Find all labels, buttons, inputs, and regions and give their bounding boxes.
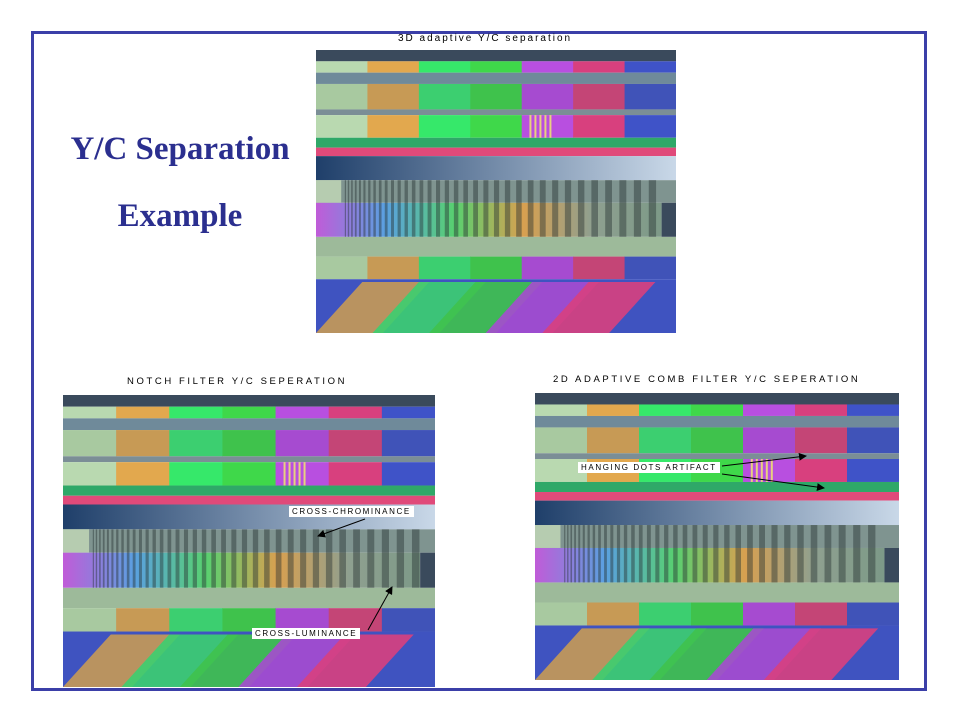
slide-subtitle: Example [117, 198, 243, 234]
comb-panel-caption: 2D ADAPTIVE COMB FILTER Y/C SEPERATION [553, 374, 861, 385]
top-panel-caption: 3D adaptive Y/C separation [398, 33, 573, 44]
cross-luminance-label: CROSS-LUMINANCE [252, 628, 361, 639]
slide-title: Y/C Separation [70, 131, 290, 167]
hanging-dots-label: HANGING DOTS ARTIFACT [578, 462, 720, 473]
notch-panel-caption: NOTCH FILTER Y/C SEPERATION [127, 376, 348, 387]
top-panel-image [316, 50, 676, 333]
notch-panel-image [63, 395, 435, 687]
slide-frame [31, 31, 927, 691]
comb-panel-image [535, 393, 899, 680]
cross-chrominance-label: CROSS-CHROMINANCE [289, 506, 414, 517]
